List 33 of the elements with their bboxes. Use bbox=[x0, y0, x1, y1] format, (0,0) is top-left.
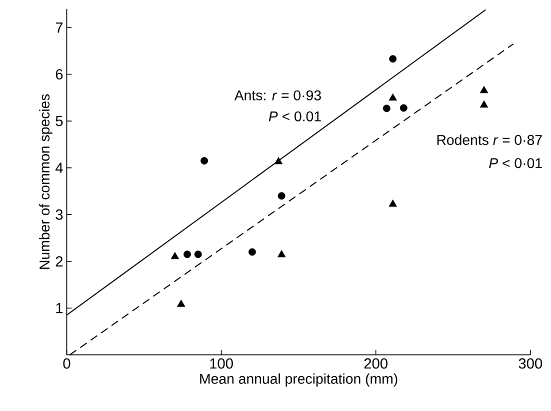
point bbox=[177, 300, 186, 307]
point bbox=[382, 104, 390, 112]
point bbox=[248, 248, 256, 256]
x-axis-title: Mean annual precipitation (mm) bbox=[200, 374, 398, 387]
y-tick-label: 7 bbox=[56, 22, 63, 33]
point bbox=[388, 200, 397, 207]
point bbox=[388, 94, 397, 101]
point bbox=[480, 100, 488, 108]
point bbox=[200, 157, 208, 165]
point bbox=[400, 104, 408, 112]
point bbox=[389, 55, 397, 63]
x-tick-label: 0 bbox=[63, 358, 70, 369]
point bbox=[278, 192, 286, 200]
annotation: Rodents r = 0·87 bbox=[437, 134, 542, 146]
annotation: P < 0·01 bbox=[489, 158, 542, 168]
point bbox=[170, 252, 180, 260]
y-tick-label: 1 bbox=[56, 303, 63, 314]
y-tick-label: 4 bbox=[55, 162, 63, 173]
x-tick-label: 300 bbox=[518, 358, 542, 369]
annotation: Ants: r = 0·93 bbox=[234, 90, 321, 100]
point bbox=[194, 250, 202, 258]
y-tick-label: 3 bbox=[56, 210, 63, 220]
x-tick-label: 200 bbox=[364, 358, 388, 369]
y-tick-label: 2 bbox=[56, 256, 63, 267]
point bbox=[274, 157, 283, 164]
point bbox=[480, 86, 488, 94]
point bbox=[277, 250, 286, 258]
y-tick-label: 5 bbox=[56, 116, 63, 126]
y-axis-title: Number of common species bbox=[39, 94, 52, 269]
y-tick-label: 6 bbox=[56, 69, 63, 80]
annotation: P < 0.01 bbox=[268, 111, 321, 122]
x-tick-label: 100 bbox=[210, 358, 233, 369]
point bbox=[184, 250, 192, 258]
